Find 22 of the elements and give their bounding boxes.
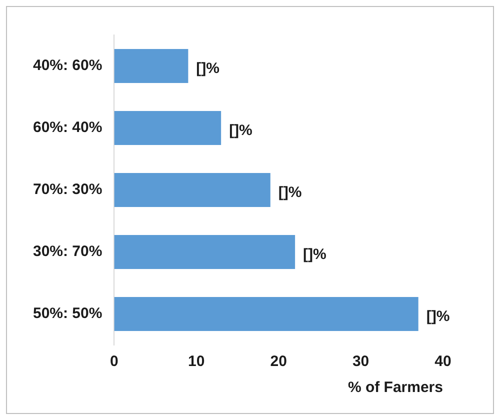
data-label: []% [303,246,326,264]
y-tick-label: 40%: 60% [32,57,102,74]
data-label: []% [229,122,252,140]
data-label: []% [196,60,220,78]
data-label: []% [278,184,302,202]
x-tick-label: 10 [188,353,205,370]
x-tick-label: 40 [434,353,452,370]
y-tick-label: 30%: 70% [32,243,102,260]
y-tick-label: 60%: 40% [32,119,102,136]
bar [114,110,222,146]
bar [114,234,296,270]
x-tick-label: 30 [352,353,370,370]
y-tick-label: 70%: 30% [32,181,102,198]
bar [114,296,418,332]
x-tick-label: 20 [270,353,287,370]
y-tick-label: 50%: 50% [32,305,102,322]
chart-frame: % of Farmers 0 10 20 30 40 40%: 60% 60%: 40% 70%: 30% 30%: 70% 50%: 50% []% []% []% []% []% [6,6,494,414]
bar [114,172,270,208]
x-tick-label: 0 [110,353,118,370]
data-label: []% [426,308,450,326]
bar [114,48,188,84]
x-axis-title: % of Farmers [348,379,443,396]
